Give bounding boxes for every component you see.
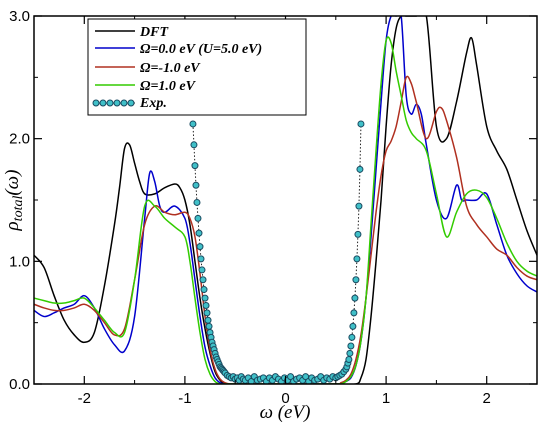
legend-label-omega-0: Ω=0.0 eV (U=5.0 eV) [140, 42, 262, 57]
exp-point [202, 301, 210, 309]
x-tick-label: 0 [281, 390, 289, 407]
exp-point [357, 120, 365, 128]
exp-point [196, 243, 204, 251]
exp-point [193, 198, 201, 206]
legend-exp-marker [106, 99, 114, 107]
x-tick-label: 1 [382, 390, 390, 407]
legend-label-exp: Exp. [139, 96, 167, 111]
y-tick-label: 2.0 [9, 131, 30, 148]
legend-exp-marker [127, 99, 135, 107]
exp-point [205, 322, 213, 330]
exp-point [355, 202, 363, 210]
exp-point [350, 309, 358, 317]
legend-label-dft: DFT [139, 25, 169, 40]
legend-exp-marker [99, 99, 107, 107]
exp-point [190, 141, 198, 149]
exp-point [197, 255, 205, 263]
exp-point [347, 342, 355, 350]
exp-point [346, 349, 354, 357]
exp-point [203, 309, 211, 317]
legend: DFT Ω=0.0 eV (U=5.0 eV) Ω=-1.0 eV Ω=1.0 … [87, 18, 307, 116]
exp-point [345, 355, 353, 363]
tick-layer: -2 -1 0 1 2 0.0 1.0 2.0 3.0 [9, 8, 538, 407]
legend-label-omega-minus-1: Ω=-1.0 eV [140, 61, 201, 76]
y-axis-title-sub: total [11, 196, 26, 222]
legend-exp-marker [120, 99, 128, 107]
exp-point [349, 322, 357, 330]
y-tick-label: 0.0 [9, 376, 30, 393]
exp-point [348, 333, 356, 341]
exp-point [194, 214, 202, 222]
exp-point [198, 266, 206, 274]
legend-exp-marker [113, 99, 121, 107]
series-0-0-ev-u-5-0-ev-line [34, 16, 537, 384]
y-tick-label: 1.0 [9, 253, 30, 270]
exp-point [354, 230, 362, 238]
series-exp [189, 120, 365, 384]
exp-point [200, 286, 208, 294]
legend-swatch-exp [92, 99, 135, 107]
exp-point [192, 181, 200, 189]
x-tick-label: -2 [78, 390, 91, 407]
x-tick-label: -1 [178, 390, 191, 407]
exp-point [351, 294, 359, 302]
exp-point [352, 276, 360, 284]
exp-point [199, 276, 207, 284]
x-tick-label: 2 [483, 390, 491, 407]
series-exp-line [192, 123, 362, 383]
legend-label-omega-1: Ω=1.0 eV [140, 79, 197, 94]
x-axis-title: ω (eV) [260, 402, 311, 423]
y-tick-label: 3.0 [9, 8, 30, 25]
exp-point [204, 316, 212, 324]
y-axis-title-main: ρ [2, 221, 23, 231]
series-dft-line [34, 16, 537, 384]
exp-point [287, 373, 295, 381]
exp-point [191, 162, 199, 170]
legend-exp-marker [92, 99, 100, 107]
exp-point [195, 229, 203, 237]
exp-point [356, 165, 364, 173]
series-layer [34, 16, 537, 384]
y-axis-title-suffix: (ω) [2, 170, 23, 196]
exp-point [189, 120, 197, 128]
exp-point [201, 294, 209, 302]
exp-point [353, 255, 361, 263]
y-axis-title: ρtotal(ω) [2, 170, 26, 232]
